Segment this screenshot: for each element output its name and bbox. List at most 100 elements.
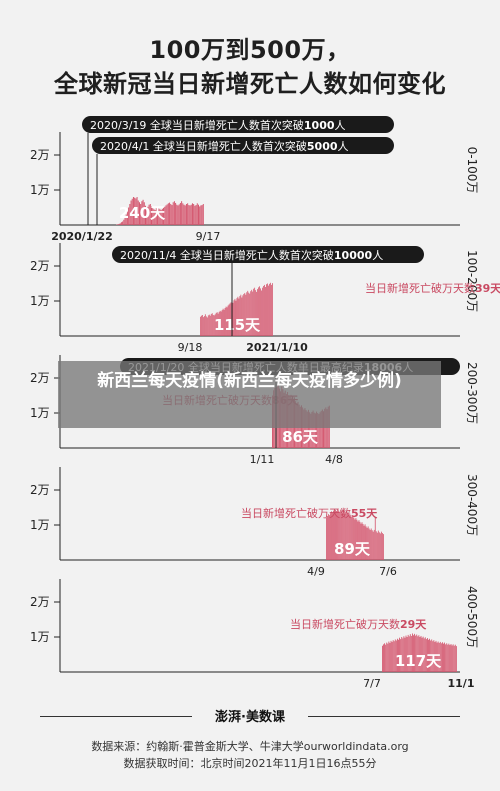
bar: [256, 291, 258, 336]
bar: [436, 642, 438, 672]
bar: [310, 413, 312, 448]
bar: [270, 282, 271, 336]
bar: [394, 639, 396, 672]
bar: [155, 208, 157, 225]
bar: [419, 637, 421, 672]
bar: [439, 641, 441, 672]
bar: [259, 286, 260, 336]
bar: [214, 314, 216, 336]
bar: [136, 197, 138, 225]
bar: [440, 643, 442, 672]
bar: [200, 316, 201, 336]
bar: [385, 644, 387, 672]
y-tick-label: 1万: [30, 406, 50, 420]
bar: [332, 512, 333, 560]
bar: [420, 635, 422, 672]
bar: [416, 634, 418, 672]
bar: [246, 292, 248, 336]
callout-date: 2020/11/4: [120, 249, 180, 262]
bar: [316, 411, 318, 448]
callout-suffix: 人: [335, 119, 346, 132]
bar: [126, 211, 128, 225]
page-title: 100万到500万，: [149, 36, 351, 64]
bar: [364, 524, 366, 560]
bar: [393, 641, 395, 672]
bar: [243, 294, 245, 336]
bar: [137, 200, 139, 225]
bar: [119, 223, 121, 225]
x-tick-label: 4/8: [325, 453, 343, 466]
bar: [326, 409, 328, 448]
callout-label: 全球当日新增死亡人数首次突破: [180, 248, 334, 262]
bar: [383, 644, 384, 672]
x-tick-label: 9/17: [196, 230, 221, 243]
bar: [435, 640, 437, 672]
bar: [313, 412, 315, 448]
bar: [438, 642, 440, 672]
bar: [305, 410, 307, 448]
bar: [164, 206, 166, 225]
callout-box: [92, 137, 394, 154]
bar: [166, 204, 168, 225]
span-label: 86天: [282, 428, 319, 446]
bar: [157, 207, 159, 225]
bar: [202, 317, 204, 336]
bar: [160, 209, 162, 225]
bar: [333, 510, 334, 560]
bar: [327, 515, 328, 560]
bar: [359, 521, 361, 560]
bar: [123, 219, 125, 225]
callout-text: 2020/3/19 全球当日新增死亡人数首次突破1000人: [90, 118, 346, 132]
bar: [202, 204, 204, 225]
bar: [355, 518, 357, 560]
bar: [306, 411, 308, 448]
note-number: 55天: [351, 507, 378, 520]
bar: [262, 287, 263, 336]
bar: [122, 221, 124, 225]
bar: [348, 514, 350, 560]
note-label: 当日新增死亡破万天数: [290, 617, 400, 631]
bar: [146, 207, 148, 225]
bar: [371, 530, 373, 560]
bar: [403, 636, 405, 672]
bar: [260, 288, 261, 336]
bar: [303, 409, 305, 448]
bar: [363, 525, 365, 560]
bar: [449, 645, 451, 672]
bar: [444, 642, 446, 672]
bar: [172, 202, 174, 225]
bar: [424, 637, 426, 672]
x-tick-label: 2021/1/10: [246, 341, 308, 354]
bar: [372, 531, 374, 560]
bar: [421, 637, 423, 672]
callout-text: 2020/4/1 全球当日新增死亡人数首次突破5000人: [100, 139, 349, 153]
bar: [138, 202, 140, 225]
bar: [412, 633, 413, 672]
bar: [321, 409, 323, 448]
brand-logo: 澎湃·美数课: [215, 710, 285, 725]
bar: [370, 528, 372, 560]
bar: [443, 643, 444, 672]
bar: [331, 511, 332, 560]
bar: [189, 205, 191, 225]
bar: [422, 636, 424, 672]
bar: [217, 313, 219, 336]
bar: [318, 414, 320, 448]
note-label: 当日新增死亡破万天数: [241, 506, 351, 520]
bar: [399, 637, 401, 672]
bar: [453, 645, 455, 672]
bar: [140, 204, 142, 225]
callout-number: 5000: [307, 140, 338, 153]
bar: [177, 205, 179, 225]
bar: [252, 291, 254, 336]
bar: [369, 529, 371, 560]
bar: [377, 530, 379, 560]
bar: [215, 312, 217, 336]
bar: [455, 646, 457, 672]
bar: [320, 410, 322, 448]
range-label: 400-500万: [465, 586, 479, 648]
bar: [193, 204, 195, 225]
bar: [448, 643, 450, 672]
x-tick-label: 4/9: [307, 565, 325, 578]
bar: [131, 198, 133, 225]
